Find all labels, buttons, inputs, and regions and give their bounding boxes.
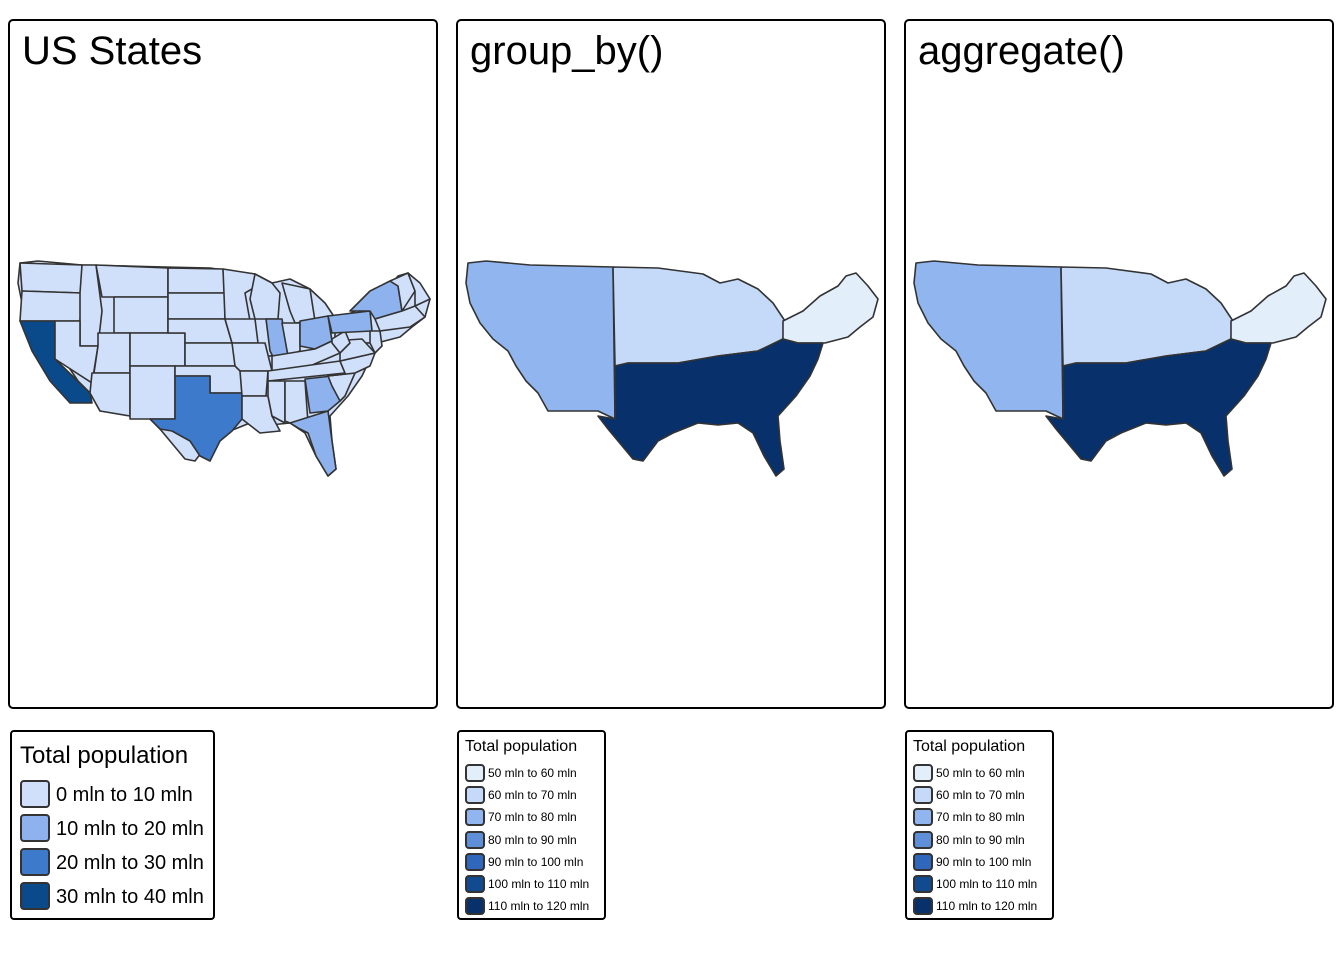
state-shape (19, 262, 83, 294)
panel-title: group_by() (470, 29, 664, 73)
state-shape (95, 264, 169, 298)
map-panel-us-states: US States (8, 19, 438, 709)
state-shape (89, 372, 131, 417)
legend-title: Total population (20, 742, 189, 769)
state-shape (239, 370, 269, 397)
legend-label: 90 mln to 100 mln (936, 854, 1032, 869)
legend-label: 20 mln to 30 mln (56, 852, 204, 874)
legend-label: 60 mln to 70 mln (936, 788, 1025, 803)
state-shape (284, 380, 309, 424)
legend-label: 50 mln to 60 mln (936, 766, 1025, 780)
panel-title: US States (22, 29, 203, 73)
regions-map (465, 260, 879, 477)
legend-group-by: Total population 50 mln to 60 mln 60 mln … (457, 730, 606, 920)
legend-title: Total population (465, 738, 578, 755)
legend-swatch (913, 830, 933, 849)
legend-label: 50 mln to 60 mln (488, 766, 577, 780)
legend-swatch (465, 808, 485, 827)
legend-swatch (20, 814, 50, 842)
state-shape (149, 375, 243, 462)
legend-swatch (913, 852, 933, 871)
state-shape (113, 296, 169, 334)
legend-swatch (913, 786, 933, 805)
legend-aggregate: Total population 50 mln to 60 mln 60 mln … (905, 730, 1054, 920)
legend-swatch (465, 786, 485, 805)
us-states-map (17, 260, 431, 477)
legend-us-states: Total population 0 mln to 10 mln 10 mln t… (10, 730, 215, 920)
legend-label: 70 mln to 80 mln (488, 810, 577, 825)
legend-swatch (465, 897, 485, 916)
state-shape (389, 272, 416, 312)
state-shape (407, 272, 431, 307)
regions-map (913, 260, 1327, 477)
legend-label: 90 mln to 100 mln (488, 854, 584, 869)
legend-label: 10 mln to 20 mln (56, 818, 204, 840)
map-panel-group-by: group_by() (456, 19, 886, 709)
legend-label: 0 mln to 10 mln (56, 784, 193, 806)
legend-label: 60 mln to 70 mln (488, 788, 577, 803)
region-south (1045, 338, 1272, 477)
state-shape (129, 365, 176, 420)
state-shape (184, 342, 236, 367)
legend-swatch (913, 875, 933, 893)
legend-swatch (465, 875, 485, 893)
legend-swatch (465, 830, 485, 849)
legend-swatch (913, 897, 933, 916)
region-west (913, 260, 1064, 420)
legend-title: Total population (913, 738, 1026, 755)
legend-swatch (20, 848, 50, 876)
legend-label: 110 mln to 120 mln (488, 899, 590, 914)
legend-swatch (465, 852, 485, 871)
region-northeast (1230, 272, 1327, 344)
state-shape (327, 310, 373, 334)
state-shape (231, 342, 273, 372)
state-shape (93, 332, 131, 374)
state-shape (19, 290, 83, 322)
legend-label: 100 mln to 110 mln (936, 877, 1038, 891)
state-shape (249, 273, 281, 320)
legend-label: 110 mln to 120 mln (936, 899, 1038, 914)
map-panel-aggregate: aggregate() (904, 19, 1334, 709)
panel-title: aggregate() (918, 29, 1125, 73)
legend-label: 30 mln to 40 mln (56, 886, 204, 908)
region-south (597, 338, 824, 477)
region-west (465, 260, 616, 420)
state-shape (129, 332, 186, 367)
legend-label: 80 mln to 90 mln (488, 832, 577, 847)
legend-swatch (465, 764, 485, 782)
legend-label: 100 mln to 110 mln (488, 877, 590, 891)
legend-label: 80 mln to 90 mln (936, 832, 1025, 847)
legend-swatch (913, 764, 933, 782)
state-shape (167, 292, 226, 320)
legend-swatch (913, 808, 933, 827)
legend-label: 70 mln to 80 mln (936, 810, 1025, 825)
state-shape (289, 410, 337, 477)
state-shape (267, 380, 286, 424)
state-shape (167, 267, 226, 294)
region-northeast (782, 272, 879, 344)
state-shape (369, 330, 383, 354)
legend-swatch (20, 780, 50, 808)
legend-swatch (20, 882, 50, 910)
